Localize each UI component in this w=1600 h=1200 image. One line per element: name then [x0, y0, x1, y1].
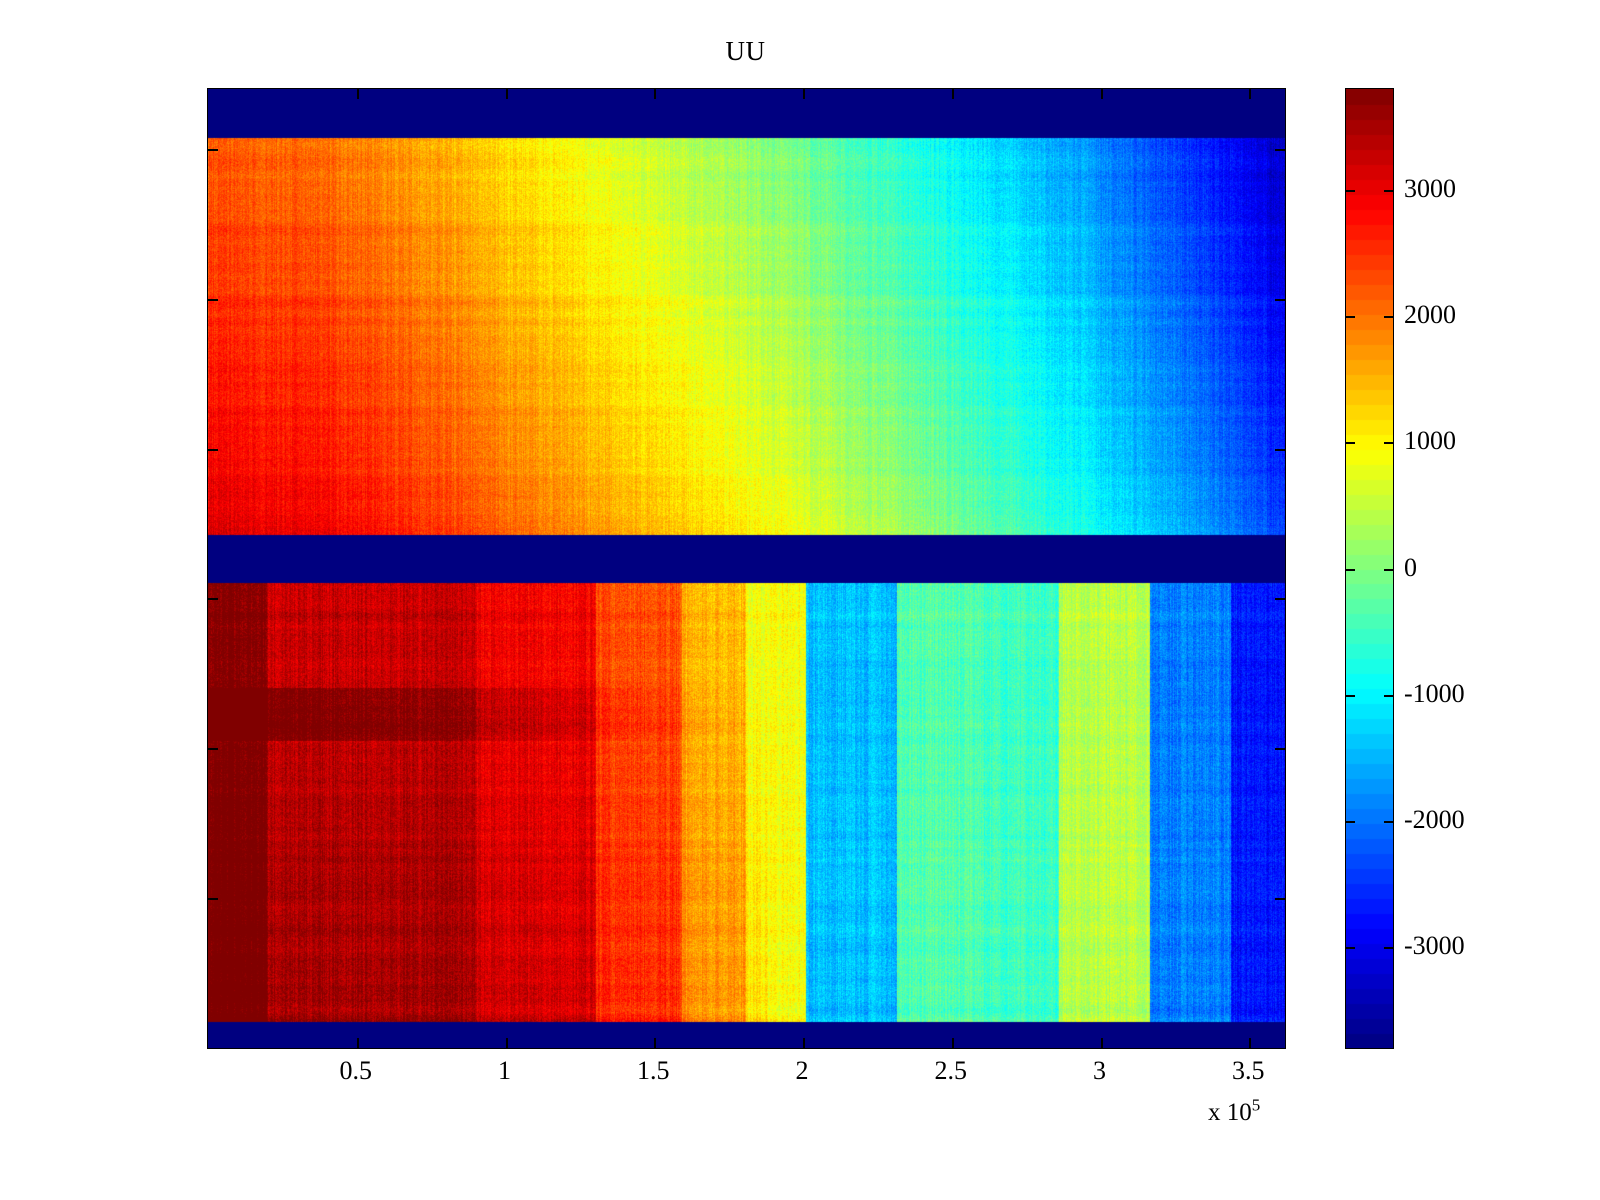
colorbar-tick-label: 1000 — [1404, 426, 1456, 456]
colorbar-tick-label: -3000 — [1404, 931, 1465, 961]
x-axis-tick-mark — [654, 88, 657, 99]
x-axis-tick-mark — [654, 1038, 657, 1049]
colorbar-tick-mark — [1345, 316, 1355, 319]
x-axis-tick-label: 3 — [1093, 1056, 1107, 1085]
heatmap-image[interactable] — [208, 89, 1285, 1048]
colorbar-tick-mark — [1384, 947, 1394, 950]
colorbar-tick-mark — [1345, 442, 1355, 445]
y-axis-tick-mark — [207, 448, 218, 451]
colorbar-tick-mark — [1384, 442, 1394, 445]
y-axis-tick-mark — [1275, 298, 1286, 301]
x-axis-tick-mark — [505, 88, 508, 99]
x-axis-tick-mark — [1100, 88, 1103, 99]
y-axis-tick-mark — [207, 598, 218, 601]
colorbar-tick-label: -1000 — [1404, 678, 1465, 708]
colorbar-tick-mark — [1384, 820, 1394, 823]
x-axis-exponent-power: 5 — [1251, 1095, 1261, 1115]
colorbar-tick-mark — [1345, 947, 1355, 950]
y-axis-tick-mark — [207, 148, 218, 151]
x-axis-tick-mark — [803, 1038, 806, 1049]
y-axis-tick-mark — [1275, 448, 1286, 451]
colorbar-tick-label: -2000 — [1404, 804, 1465, 834]
x-axis-tick-mark — [356, 1038, 359, 1049]
colorbar[interactable] — [1345, 88, 1394, 1049]
colorbar-tick-label: 2000 — [1404, 300, 1456, 330]
x-axis-tick-label: 1 — [498, 1056, 511, 1085]
x-axis-tick-label: 2.5 — [934, 1056, 968, 1085]
colorbar-tick-mark — [1384, 694, 1394, 697]
heatmap-axes[interactable] — [207, 88, 1286, 1049]
colorbar-tick-mark — [1345, 189, 1355, 192]
colorbar-tick-label: 3000 — [1404, 173, 1456, 203]
x-axis-tick-mark — [1249, 1038, 1252, 1049]
x-axis-tick-mark — [1100, 1038, 1103, 1049]
x-axis-tick-mark — [505, 1038, 508, 1049]
page-title: UU — [725, 36, 766, 66]
y-axis-tick-mark — [207, 298, 218, 301]
y-axis-tick-mark — [207, 748, 218, 751]
x-axis-tick-mark — [1249, 88, 1252, 99]
x-axis-tick-label: 3.5 — [1232, 1056, 1265, 1085]
colorbar-tick-mark — [1345, 694, 1355, 697]
y-axis-tick-mark — [1275, 748, 1286, 751]
x-axis-exponent-label: x 105 — [1208, 1097, 1260, 1126]
x-axis-tick-mark — [803, 88, 806, 99]
colorbar-tick-mark — [1384, 316, 1394, 319]
colorbar-tick-mark — [1384, 568, 1394, 571]
colorbar-tick-mark — [1384, 189, 1394, 192]
y-axis-tick-mark — [1275, 898, 1286, 901]
colorbar-tick-label: 0 — [1404, 552, 1417, 582]
x-axis-exponent-mantissa: x 10 — [1208, 1099, 1252, 1126]
x-axis-tick-mark — [356, 88, 359, 99]
y-axis-tick-mark — [207, 898, 218, 901]
x-axis-tick-label: 0.5 — [339, 1056, 373, 1085]
x-axis-tick-mark — [951, 88, 954, 99]
x-axis-tick-label: 1.5 — [637, 1056, 670, 1085]
y-axis-tick-mark — [1275, 148, 1286, 151]
colorbar-tick-mark — [1345, 820, 1355, 823]
x-axis-tick-label: 2 — [795, 1056, 809, 1085]
x-axis-tick-mark — [951, 1038, 954, 1049]
y-axis-tick-mark — [1275, 598, 1286, 601]
colorbar-tick-mark — [1345, 568, 1355, 571]
